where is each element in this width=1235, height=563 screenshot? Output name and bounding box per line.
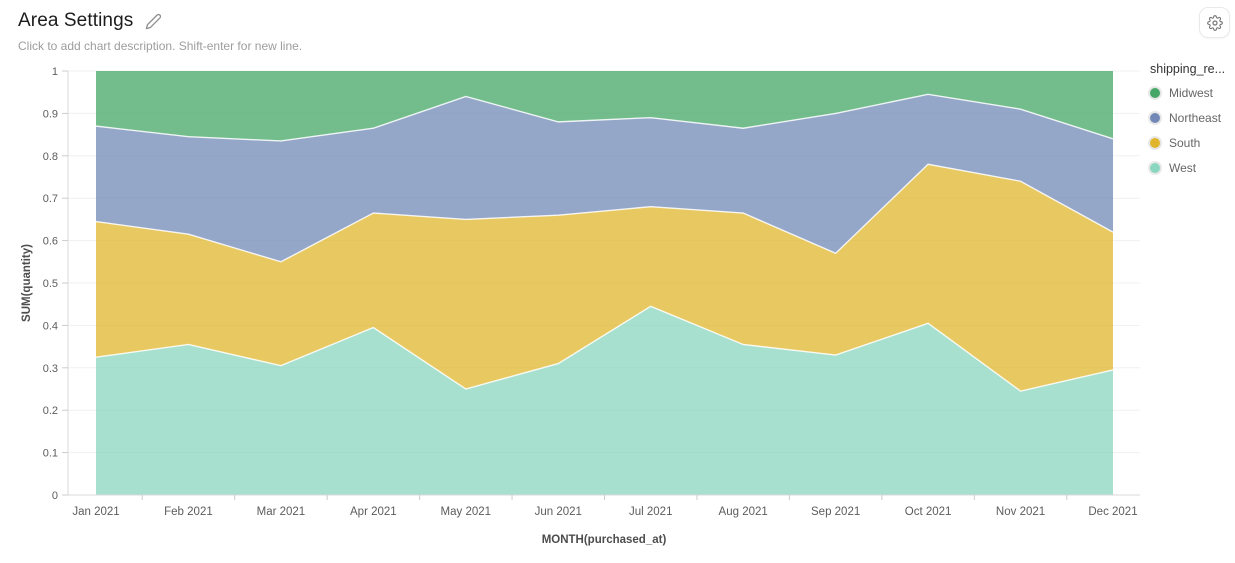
axis-text: Jun 2021 bbox=[535, 506, 582, 518]
axis-text: SUM(quantity) bbox=[21, 244, 33, 322]
chart-settings-button[interactable] bbox=[1199, 7, 1230, 38]
legend-item-south[interactable]: South bbox=[1150, 136, 1234, 150]
area-band-northeast[interactable] bbox=[96, 94, 1113, 262]
area-band-south[interactable] bbox=[96, 164, 1113, 392]
legend-dot bbox=[1150, 138, 1160, 148]
axis-text: 0.2 bbox=[43, 405, 58, 417]
axis-text: 0.9 bbox=[43, 108, 58, 120]
axis-text: Jul 2021 bbox=[629, 506, 672, 518]
band-separator-line bbox=[95, 305, 1114, 392]
edit-title-button[interactable] bbox=[144, 12, 162, 30]
axis-text: Mar 2021 bbox=[257, 506, 306, 518]
axis-text: 0.6 bbox=[43, 236, 58, 248]
legend-item-northeast[interactable]: Northeast bbox=[1150, 111, 1234, 125]
chart-header: Area Settings Click to add chart descrip… bbox=[18, 10, 302, 53]
axis-text: 1 bbox=[52, 66, 58, 78]
chart-description-placeholder[interactable]: Click to add chart description. Shift-en… bbox=[18, 39, 303, 53]
axis-text: 0.5 bbox=[43, 278, 58, 290]
axis-text: Aug 2021 bbox=[719, 506, 768, 518]
axis-text: Sep 2021 bbox=[811, 506, 860, 518]
legend-dot bbox=[1150, 113, 1160, 123]
axis-text: Nov 2021 bbox=[996, 506, 1045, 518]
axis-text: Dec 2021 bbox=[1088, 506, 1137, 518]
axis-text: 0.8 bbox=[43, 151, 58, 163]
axis-text: May 2021 bbox=[441, 506, 492, 518]
axis-text: 0 bbox=[52, 490, 58, 502]
legend-item-west[interactable]: West bbox=[1150, 161, 1234, 175]
legend-dot bbox=[1150, 88, 1160, 98]
legend-item-label: Midwest bbox=[1169, 86, 1214, 100]
pencil-icon bbox=[145, 13, 161, 29]
axis-text: 0.1 bbox=[43, 448, 58, 460]
band-separator-line bbox=[95, 93, 1114, 142]
legend-item-label: West bbox=[1169, 161, 1197, 175]
legend-title: shipping_re... bbox=[1150, 62, 1226, 76]
legend-dot bbox=[1150, 163, 1160, 173]
gear-icon bbox=[1206, 14, 1223, 31]
chart-title: Area Settings bbox=[18, 10, 134, 31]
axis-text: 0.3 bbox=[43, 363, 58, 375]
area-band-midwest[interactable] bbox=[96, 71, 1113, 141]
legend: shipping_re... Midwest Northeast South West bbox=[1150, 62, 1234, 186]
axis-text: Feb 2021 bbox=[164, 506, 213, 518]
axis-text: 0.7 bbox=[43, 193, 58, 205]
axis-text: Jan 2021 bbox=[72, 506, 119, 518]
axis-text: MONTH(purchased_at) bbox=[542, 534, 667, 546]
axis-text: Oct 2021 bbox=[905, 506, 952, 518]
band-separator-line bbox=[95, 163, 1114, 263]
legend-item-label: South bbox=[1169, 136, 1201, 150]
area-band-west[interactable] bbox=[96, 306, 1113, 495]
legend-item-label: Northeast bbox=[1169, 111, 1222, 125]
legend-item-midwest[interactable]: Midwest bbox=[1150, 86, 1234, 100]
axis-text: Apr 2021 bbox=[350, 506, 397, 518]
axis-text: 0.4 bbox=[43, 320, 58, 332]
